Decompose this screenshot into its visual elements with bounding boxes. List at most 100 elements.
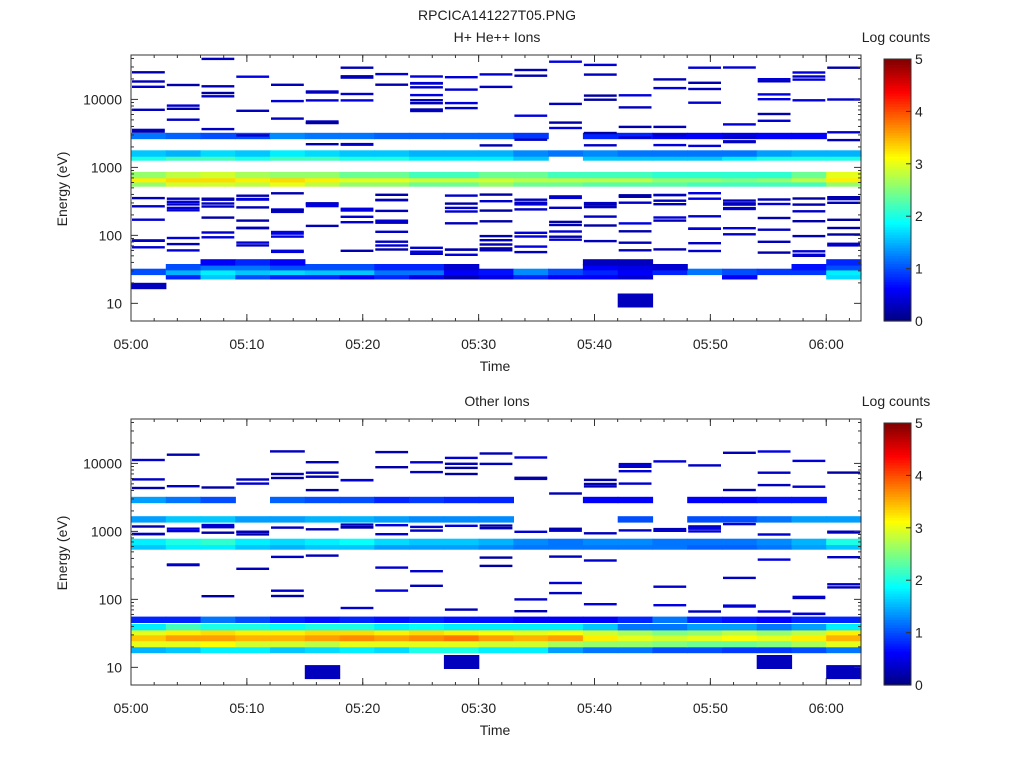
sparse-cell xyxy=(410,75,443,78)
heatmap-cell xyxy=(582,496,619,504)
sparse-cell xyxy=(271,235,304,238)
heatmap-cell xyxy=(235,628,271,636)
sparse-cell xyxy=(236,194,270,197)
heatmap-cell xyxy=(826,268,862,276)
sparse-cell xyxy=(723,202,756,205)
heatmap-cell xyxy=(165,273,202,280)
sparse-cell xyxy=(305,554,339,557)
sparse-cell xyxy=(549,581,582,585)
sparse-cell xyxy=(723,233,756,236)
sparse-cell xyxy=(236,75,270,78)
heatmap-cell xyxy=(270,154,306,161)
heatmap-cell xyxy=(513,624,549,631)
colorbar-step xyxy=(884,197,911,202)
heatmap-cell xyxy=(826,628,862,636)
heatmap-cell xyxy=(200,180,236,187)
heatmap-cell xyxy=(722,616,758,623)
sparse-cell xyxy=(792,595,826,599)
sparse-cell xyxy=(653,248,687,251)
heatmap-cell xyxy=(513,268,549,276)
colorbar-step xyxy=(884,637,911,642)
heatmap-cell xyxy=(131,282,167,290)
sparse-cell xyxy=(479,243,513,246)
heatmap-cell xyxy=(513,180,549,187)
sparse-cell xyxy=(340,76,374,79)
heatmap-cell xyxy=(235,176,271,183)
sparse-cell xyxy=(757,98,791,101)
sparse-cell xyxy=(514,235,548,238)
colorbar-step xyxy=(884,239,911,243)
heatmap-cell xyxy=(687,154,723,161)
colorbar-step xyxy=(884,305,911,309)
colorbar-step xyxy=(884,85,911,89)
heatmap-cell xyxy=(270,273,306,280)
heatmap-cell xyxy=(582,273,619,280)
colorbar-step xyxy=(884,93,911,97)
heatmap-cell xyxy=(200,543,236,550)
heatmap-cell xyxy=(200,616,236,623)
colorbar-step xyxy=(884,137,911,141)
panel-h-he-ions: H+ He++ Ions Log counts Energy (eV) Time… xyxy=(54,29,930,374)
heatmap-cell xyxy=(270,543,306,550)
sparse-cell xyxy=(340,143,374,146)
colorbar-step xyxy=(884,454,911,458)
figure-title: RPCICA141227T05.PNG xyxy=(418,7,576,23)
colorbar-frame xyxy=(883,422,912,686)
y-tick-label: 10 xyxy=(106,295,122,311)
colorbar-step xyxy=(884,501,911,505)
heatmap-cell xyxy=(235,180,271,187)
heatmap-cell xyxy=(304,634,341,642)
heatmap-cell xyxy=(513,176,549,183)
heatmap-cell xyxy=(582,171,619,179)
sparse-cell xyxy=(688,66,721,69)
colorbar-step xyxy=(884,580,911,584)
colorbar-step xyxy=(884,664,911,668)
colorbar-step xyxy=(884,611,911,615)
heatmap-cell xyxy=(165,268,202,276)
heatmap-cell xyxy=(165,538,202,546)
sparse-cell xyxy=(340,207,374,210)
sparse-cell xyxy=(479,73,513,76)
colorbar-step xyxy=(884,498,911,503)
colorbar-step xyxy=(884,548,911,552)
heatmap-cell xyxy=(722,132,758,140)
heatmap-cell xyxy=(443,628,480,636)
heatmap-cell xyxy=(687,176,723,183)
heatmap-cell xyxy=(617,154,654,161)
colorbar-step xyxy=(884,129,911,133)
heatmap-cell xyxy=(826,154,862,161)
heatmap-cell xyxy=(652,646,688,654)
sparse-cell xyxy=(653,193,687,197)
colorbar-step xyxy=(884,187,911,191)
heatmap-cell xyxy=(722,516,758,523)
colorbar-step xyxy=(884,582,911,587)
heatmap-cell xyxy=(165,264,202,271)
colorbar-step xyxy=(884,271,911,275)
sparse-cell xyxy=(723,66,756,69)
heatmap-cell xyxy=(687,150,723,157)
heatmap-cell xyxy=(652,628,688,636)
heatmap-cell xyxy=(165,616,202,623)
colorbar-step xyxy=(884,252,911,257)
heatmap-cell xyxy=(548,616,584,623)
sparse-cell xyxy=(688,144,721,148)
heatmap-cell xyxy=(687,496,723,504)
heatmap-cell xyxy=(165,624,202,631)
heatmap-cell xyxy=(131,132,167,140)
sparse-cell xyxy=(271,209,304,212)
colorbar-step xyxy=(884,530,911,534)
sparse-cell xyxy=(201,57,235,61)
heatmap-cell xyxy=(687,516,723,523)
y-tick-label: 1000 xyxy=(91,523,122,539)
heatmap-cell xyxy=(339,150,375,157)
colorbar-step xyxy=(884,616,911,621)
heatmap-cell xyxy=(478,538,514,546)
sparse-cell xyxy=(688,525,721,528)
heatmap-cell xyxy=(131,543,167,550)
colorbar-step xyxy=(884,69,911,73)
heatmap-cell xyxy=(165,516,202,523)
colorbar-step xyxy=(884,221,911,225)
colorbar-tick-label: 1 xyxy=(915,625,923,641)
heatmap-cell xyxy=(270,496,306,504)
colorbar-step xyxy=(884,480,911,484)
